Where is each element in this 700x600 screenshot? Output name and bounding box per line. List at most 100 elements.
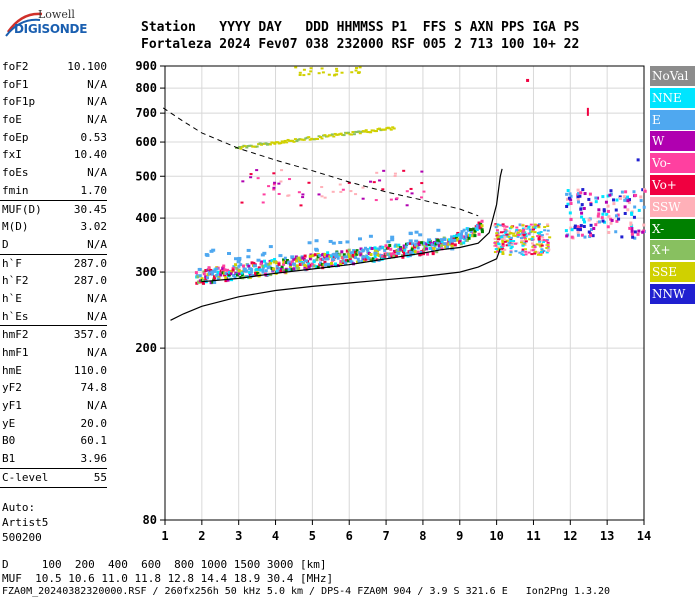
echo-point [523, 236, 527, 239]
echo-point [436, 238, 440, 242]
echo-point [236, 260, 241, 264]
echo-point [520, 239, 524, 242]
echo-point [542, 249, 546, 252]
echo-point [608, 193, 612, 197]
echo-point [576, 198, 580, 202]
echo-point [493, 237, 497, 240]
echo-point [369, 131, 373, 134]
param-name: yE [2, 416, 16, 430]
echo-point [603, 220, 607, 224]
echo-point [503, 235, 507, 238]
echo-point [480, 228, 484, 232]
param-separator [0, 486, 107, 488]
y-tick-label: 900 [135, 59, 157, 73]
echo-point [405, 204, 409, 207]
echo-point [340, 71, 344, 74]
echo-point [615, 198, 619, 202]
echo-point [432, 247, 436, 251]
echo-point [547, 248, 551, 251]
echo-point [221, 271, 225, 275]
echo-point [268, 143, 272, 146]
echo-point [268, 245, 273, 249]
echo-point [236, 273, 240, 277]
echo-point [302, 68, 306, 71]
echo-point [525, 225, 529, 228]
echo-point [501, 243, 505, 246]
echo-point [576, 230, 580, 234]
echo-point [391, 126, 395, 129]
echo-point [524, 253, 528, 256]
echo-point [211, 272, 215, 276]
echo-point [390, 238, 395, 242]
echo-point [298, 258, 302, 262]
echo-point [514, 250, 518, 253]
echo-point [499, 231, 503, 234]
echo-point [302, 138, 306, 141]
echo-point [594, 200, 598, 204]
echo-point [331, 190, 335, 193]
echo-point [509, 247, 513, 250]
echo-point [252, 273, 256, 277]
echo-point [538, 244, 542, 247]
echo-point [425, 242, 429, 246]
echo-point [546, 245, 550, 248]
echo-point [212, 275, 216, 279]
echo-point [583, 192, 587, 196]
parameter-table: foF2 10.100 foF1 N/A foF1p N/A foE N/A foEp 0.53 f… [0, 58, 110, 545]
echo-point [494, 244, 498, 247]
echo-point [643, 189, 647, 193]
virtual-height-profile [201, 168, 503, 283]
echo-point [268, 265, 272, 269]
echo-point [207, 266, 211, 270]
echo-point [382, 169, 386, 172]
echo-point [580, 211, 584, 215]
echo-point [633, 205, 637, 209]
echo-point [589, 228, 593, 232]
echo-point [545, 233, 549, 236]
echo-point [539, 231, 543, 234]
x-tick-label: 6 [346, 529, 353, 543]
echo-point [285, 261, 289, 265]
echo-point [256, 258, 261, 262]
param-row: M(D) 3.02 [0, 218, 110, 236]
echo-point [330, 254, 334, 258]
echo-point [321, 257, 325, 261]
echo-point [369, 246, 373, 250]
echo-point [336, 256, 340, 260]
echo-point [510, 245, 514, 248]
echo-point [425, 247, 429, 251]
echo-point [570, 235, 574, 239]
echo-point [467, 227, 471, 231]
echo-point [202, 272, 206, 276]
echo-point [589, 203, 593, 207]
x-tick-label: 3 [235, 529, 242, 543]
echo-point [420, 241, 424, 245]
echo-point [323, 134, 327, 137]
echo-point [505, 244, 509, 247]
param-value: 287.0 [73, 274, 107, 288]
digisonde-logo: Lowell DIGISONDE [4, 6, 87, 38]
echo-point [308, 254, 312, 258]
echo-point [529, 231, 533, 234]
echo-point [582, 206, 586, 210]
param-name: M(D) [2, 220, 29, 234]
echo-point [381, 254, 385, 258]
echo-point [546, 229, 550, 232]
echo-point [496, 246, 500, 249]
echo-point [383, 248, 387, 252]
param-name: C-level [2, 470, 49, 484]
echo-point [450, 244, 454, 248]
echo-point [499, 245, 503, 248]
echo-point [386, 246, 390, 250]
param-value: 60.1 [80, 434, 108, 448]
echo-point [349, 190, 353, 193]
echo-point [377, 254, 381, 258]
echo-point [334, 262, 338, 266]
auto-info-line: Auto: [2, 500, 36, 514]
echo-point [331, 257, 336, 261]
echo-point [467, 236, 471, 240]
echo-point [587, 197, 591, 201]
echo-point [245, 146, 249, 149]
echo-point [503, 231, 507, 234]
echo-point [540, 248, 544, 251]
